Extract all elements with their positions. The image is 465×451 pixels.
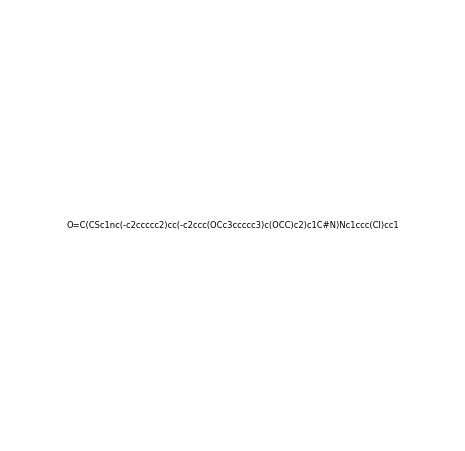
Text: O=C(CSc1nc(-c2ccccc2)cc(-c2ccc(OCc3ccccc3)c(OCC)c2)c1C#N)Nc1ccc(Cl)cc1: O=C(CSc1nc(-c2ccccc2)cc(-c2ccc(OCc3ccccc…: [66, 221, 399, 230]
